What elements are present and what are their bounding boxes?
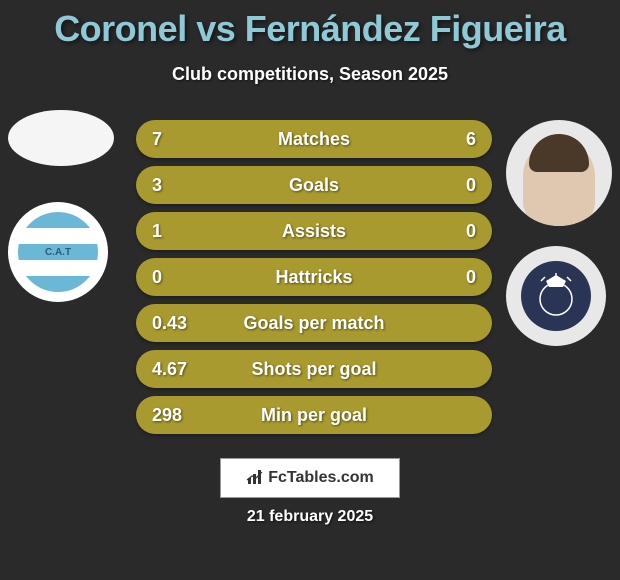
chart-icon — [246, 470, 264, 487]
stat-label: Hattricks — [275, 267, 352, 288]
stat-label: Matches — [278, 129, 350, 150]
stat-right-value: 0 — [426, 221, 476, 242]
club-crest-icon — [531, 271, 581, 321]
player-photo-icon — [506, 120, 612, 226]
stat-right-value: 0 — [426, 175, 476, 196]
stat-left-value: 0 — [152, 267, 202, 288]
stats-container: 7 Matches 6 3 Goals 0 1 Assists 0 0 Hatt… — [136, 120, 492, 442]
stat-left-value: 3 — [152, 175, 202, 196]
stat-label: Min per goal — [261, 405, 367, 426]
stat-left-value: 7 — [152, 129, 202, 150]
stat-label: Assists — [282, 221, 346, 242]
stat-row-assists: 1 Assists 0 — [136, 212, 492, 250]
stat-label: Goals per match — [243, 313, 384, 334]
right-club-badge-inner — [521, 261, 591, 331]
left-club-badge: C.A.T — [8, 202, 108, 302]
left-player-column: C.A.T — [8, 110, 114, 302]
stat-row-goals-per-match: 0.43 Goals per match — [136, 304, 492, 342]
stat-left-value: 298 — [152, 405, 202, 426]
stat-row-goals: 3 Goals 0 — [136, 166, 492, 204]
stat-row-shots-per-goal: 4.67 Shots per goal — [136, 350, 492, 388]
stat-right-value: 0 — [426, 267, 476, 288]
brand-text: FcTables.com — [268, 469, 374, 487]
stat-label: Shots per goal — [251, 359, 376, 380]
player-hair-icon — [529, 134, 589, 172]
left-player-avatar — [8, 110, 114, 166]
stat-label: Goals — [289, 175, 339, 196]
brand-logo[interactable]: FcTables.com — [220, 458, 400, 498]
stat-right-value: 6 — [426, 129, 476, 150]
stat-left-value: 4.67 — [152, 359, 202, 380]
stat-row-hattricks: 0 Hattricks 0 — [136, 258, 492, 296]
right-club-badge — [506, 246, 606, 346]
left-club-badge-inner: C.A.T — [18, 212, 98, 292]
stat-row-min-per-goal: 298 Min per goal — [136, 396, 492, 434]
player-face-icon — [523, 140, 595, 226]
footer-date: 21 february 2025 — [247, 508, 373, 526]
stat-left-value: 1 — [152, 221, 202, 242]
stat-row-matches: 7 Matches 6 — [136, 120, 492, 158]
subtitle: Club competitions, Season 2025 — [0, 64, 620, 85]
right-player-avatar — [506, 120, 612, 226]
stat-left-value: 0.43 — [152, 313, 202, 334]
left-club-badge-text: C.A.T — [45, 247, 71, 258]
right-player-column — [506, 120, 612, 346]
comparison-title: Coronel vs Fernández Figueira — [0, 0, 620, 50]
